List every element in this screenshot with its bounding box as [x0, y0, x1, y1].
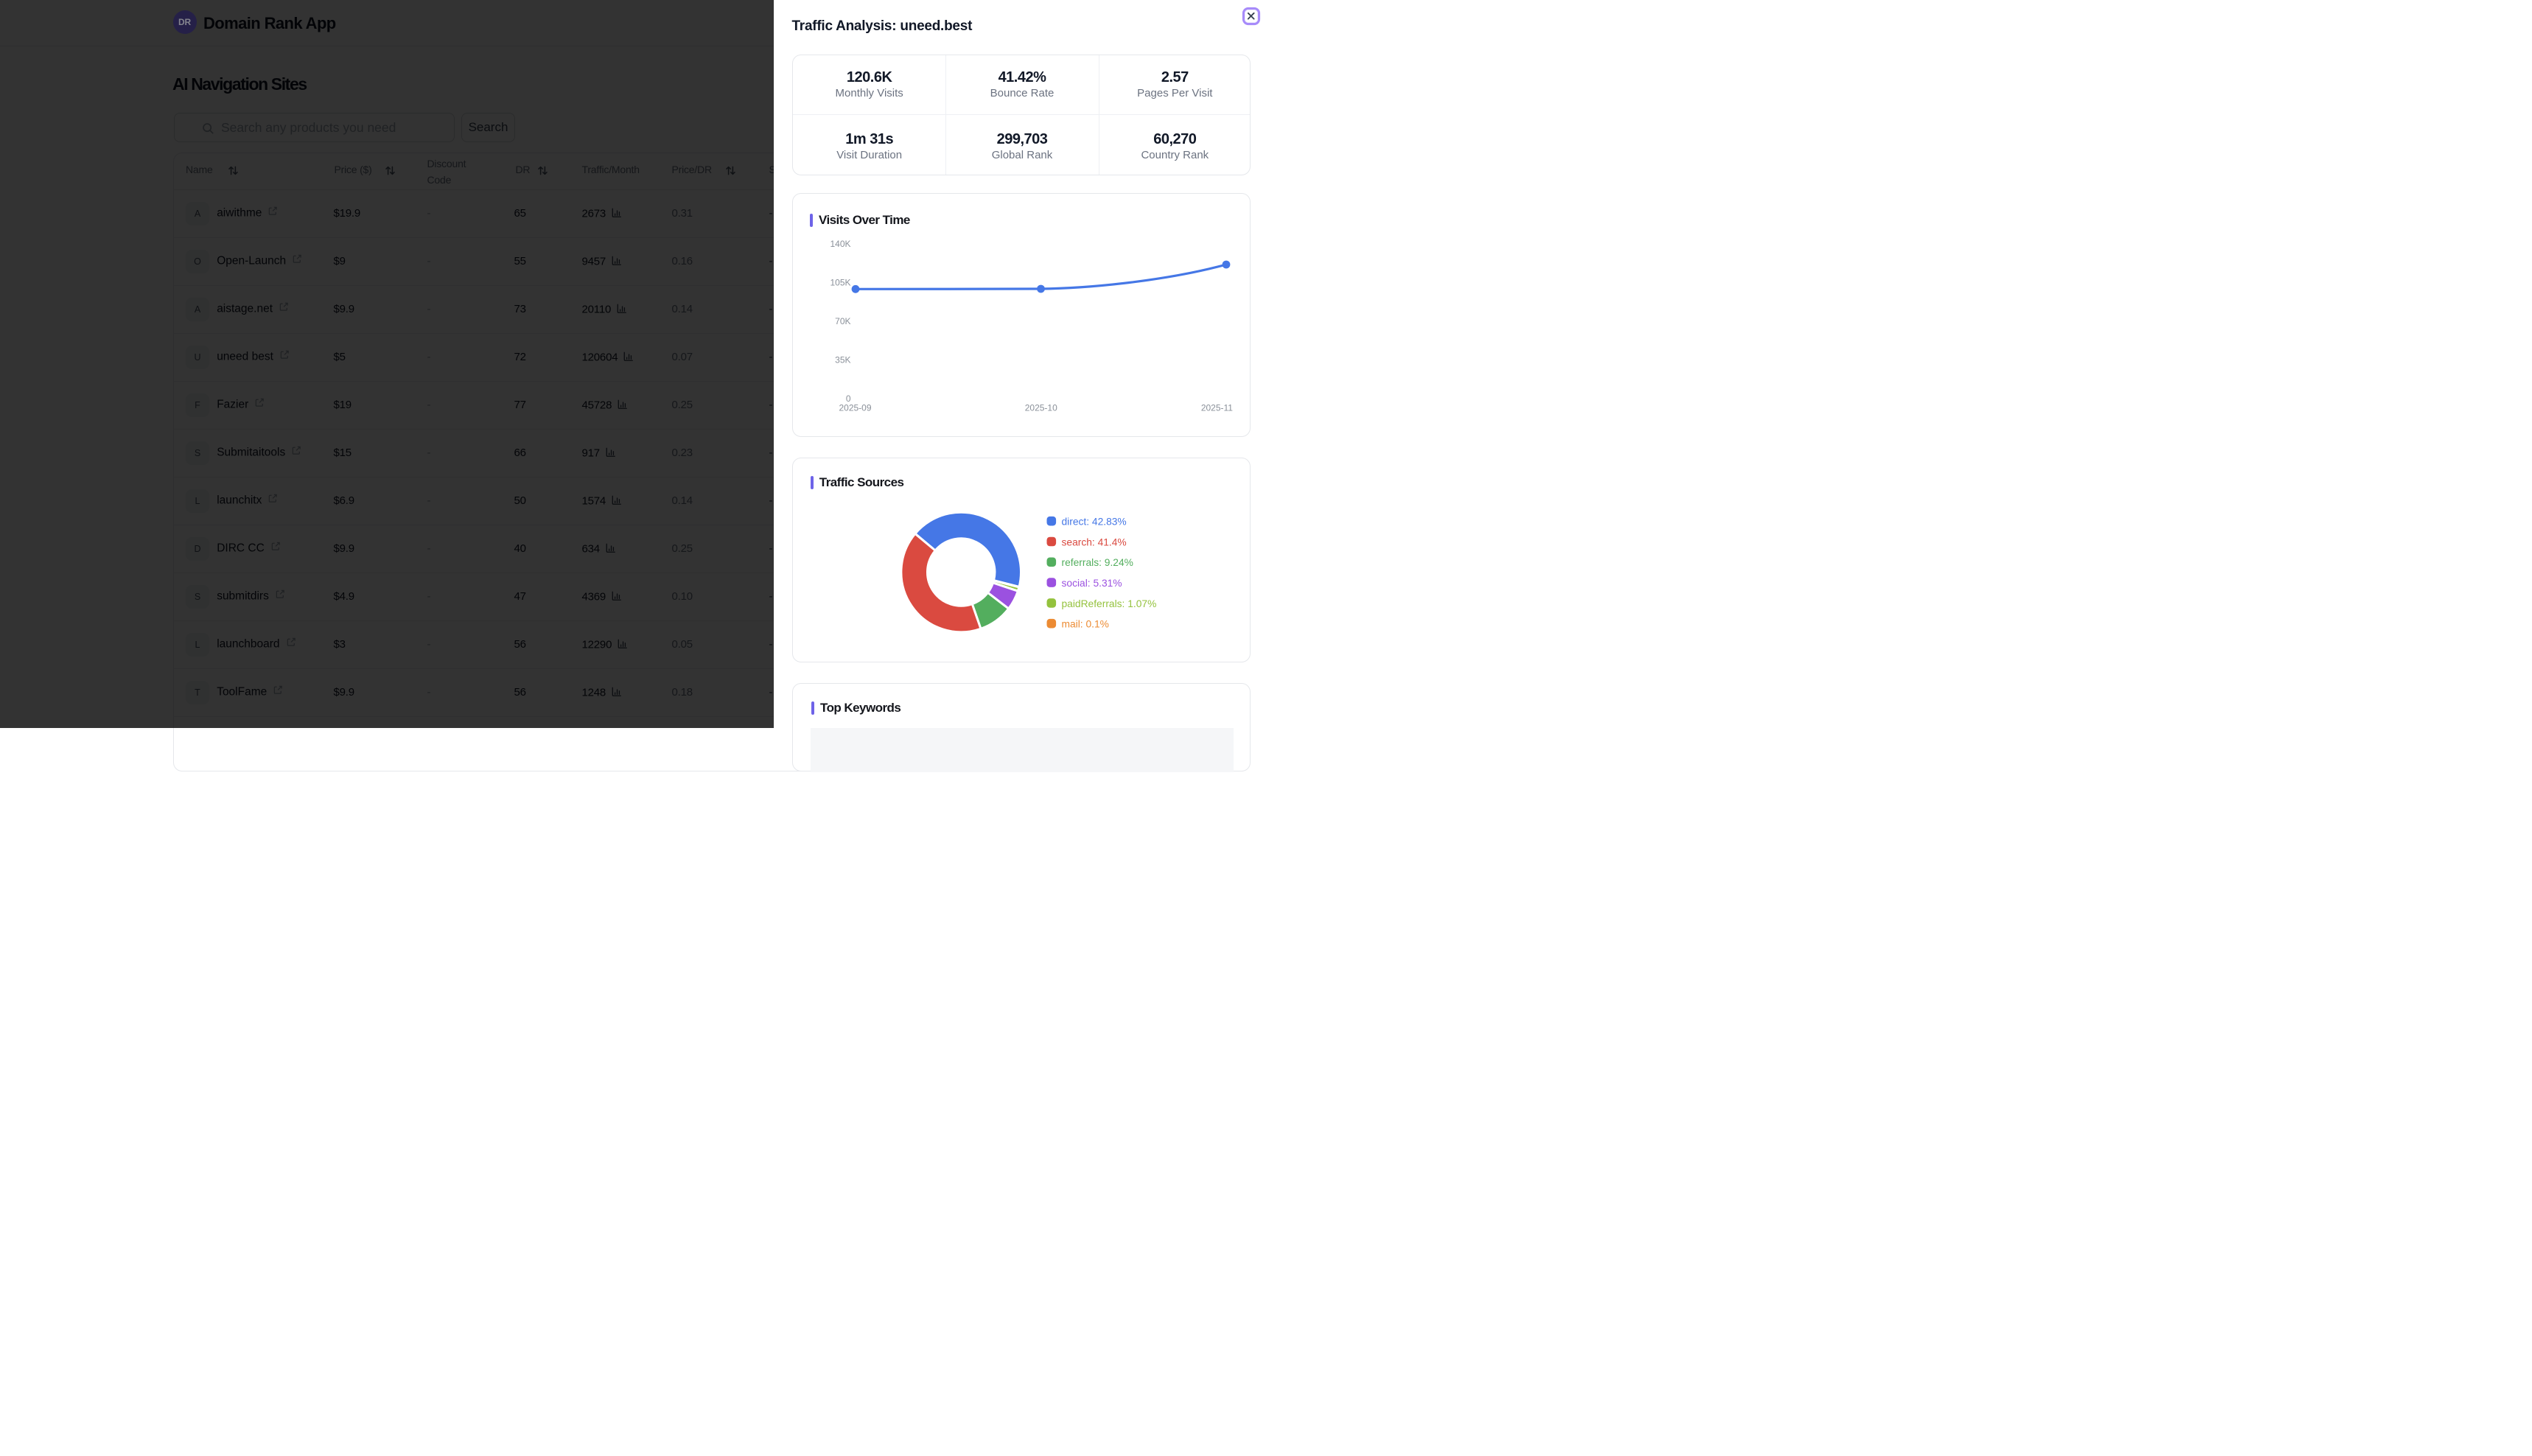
svg-text:140K: 140K [830, 239, 850, 249]
svg-text:2025-10: 2025-10 [1025, 403, 1057, 413]
svg-text:paidReferrals: 1.07%: paidReferrals: 1.07% [1062, 598, 1157, 609]
svg-text:35K: 35K [835, 354, 850, 365]
svg-text:0: 0 [846, 393, 851, 404]
svg-text:70K: 70K [835, 316, 850, 326]
svg-text:direct: 42.83%: direct: 42.83% [1062, 516, 1127, 527]
svg-text:search: 41.4%: search: 41.4% [1062, 536, 1127, 547]
svg-text:105K: 105K [830, 277, 850, 287]
svg-text:2025-11: 2025-11 [1201, 403, 1233, 413]
svg-text:2025-09: 2025-09 [839, 403, 871, 413]
svg-text:mail: 0.1%: mail: 0.1% [1062, 618, 1109, 629]
svg-text:social: 5.31%: social: 5.31% [1062, 578, 1122, 589]
svg-text:referrals: 9.24%: referrals: 9.24% [1062, 557, 1133, 568]
